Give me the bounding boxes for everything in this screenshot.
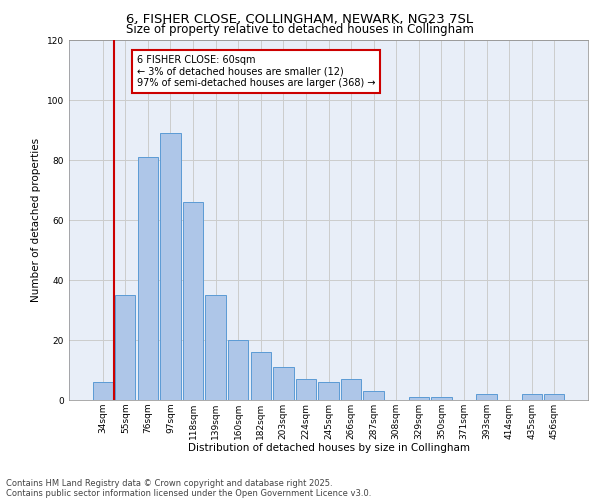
Bar [409,397,429,400]
Bar [138,157,158,400]
X-axis label: Distribution of detached houses by size in Collingham: Distribution of detached houses by size … [187,444,470,454]
Bar [341,379,361,400]
Text: Contains public sector information licensed under the Open Government Licence v3: Contains public sector information licen… [6,488,371,498]
Bar [92,382,113,400]
Bar [364,391,384,400]
Bar [251,352,271,400]
Bar [319,382,338,400]
Text: 6 FISHER CLOSE: 60sqm
← 3% of detached houses are smaller (12)
97% of semi-detac: 6 FISHER CLOSE: 60sqm ← 3% of detached h… [137,55,375,88]
Bar [160,133,181,400]
Bar [228,340,248,400]
Bar [476,394,497,400]
Text: Size of property relative to detached houses in Collingham: Size of property relative to detached ho… [126,22,474,36]
Text: 6, FISHER CLOSE, COLLINGHAM, NEWARK, NG23 7SL: 6, FISHER CLOSE, COLLINGHAM, NEWARK, NG2… [127,12,473,26]
Bar [183,202,203,400]
Bar [544,394,565,400]
Bar [205,295,226,400]
Bar [115,295,136,400]
Y-axis label: Number of detached properties: Number of detached properties [31,138,41,302]
Bar [273,367,293,400]
Text: Contains HM Land Registry data © Crown copyright and database right 2025.: Contains HM Land Registry data © Crown c… [6,478,332,488]
Bar [521,394,542,400]
Bar [431,397,452,400]
Bar [296,379,316,400]
